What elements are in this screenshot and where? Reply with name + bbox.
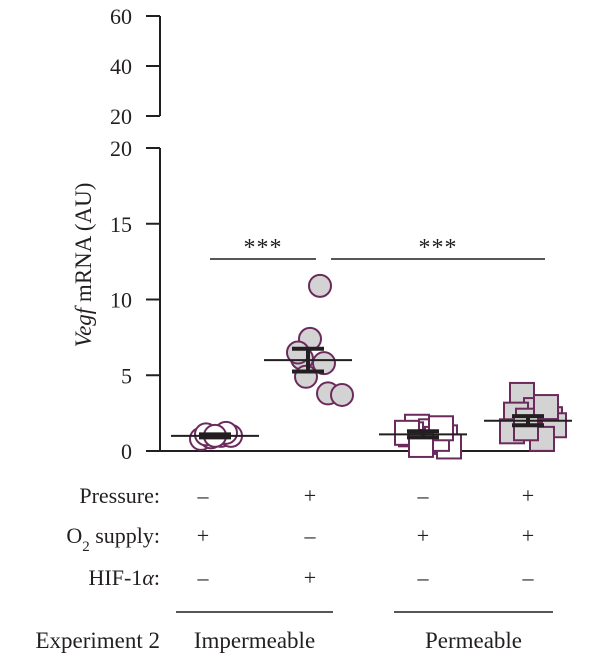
y-axis-label-rest: mRNA (AU) [71, 183, 96, 308]
significance-label: *** [419, 235, 458, 261]
condition-value: + [522, 523, 534, 548]
y-tick-label-lower: 5 [121, 363, 132, 388]
y-tick-label-upper: 20 [110, 104, 132, 129]
group-2-points [286, 273, 354, 407]
condition-value: – [304, 523, 317, 548]
condition-label-prefix: O [66, 523, 82, 548]
condition-value: – [197, 483, 210, 508]
condition-value: + [304, 565, 316, 590]
y-tick-label-lower: 20 [110, 136, 132, 161]
condition-label-text: Pressure: [79, 483, 160, 508]
data-point [330, 382, 354, 407]
condition-value: + [197, 523, 209, 548]
experiment-label: Experiment 2 [35, 628, 160, 653]
condition-label: O2 supply: [66, 523, 160, 555]
condition-label-text: HIF-1 [89, 565, 143, 590]
data-point [308, 273, 332, 298]
condition-label: Pressure: [79, 483, 160, 508]
condition-value: + [304, 483, 316, 508]
y-axis-label: Vegf mRNA (AU) [71, 183, 96, 348]
condition-label: HIF-1α: [89, 565, 160, 590]
group-label: Impermeable [194, 628, 315, 653]
significance-bars: *** *** [210, 235, 545, 261]
y-tick-label-lower: 15 [110, 212, 132, 237]
condition-label-subscript: 2 [82, 539, 90, 555]
group-label: Permeable [425, 628, 522, 653]
data-marks [189, 273, 567, 460]
axes: 20 40 60 0 5 10 15 20 Vegf mRNA (AU) [71, 4, 555, 464]
y-tick-label-lower: 0 [121, 439, 132, 464]
condition-label-italic: α [142, 565, 154, 590]
condition-value: – [197, 565, 210, 590]
y-tick-label-upper: 40 [110, 54, 132, 79]
condition-value: – [417, 565, 430, 590]
data-point [312, 351, 336, 376]
condition-value: – [417, 483, 430, 508]
condition-label-text: supply: [90, 523, 160, 548]
y-tick-label-upper: 60 [110, 4, 132, 29]
condition-table: Pressure: – + – + O2 supply: + – + + HIF-1α: – + – – Im… [35, 483, 553, 653]
condition-label-suffix: : [154, 565, 160, 590]
condition-value: + [522, 483, 534, 508]
y-axis-label-italic: Vegf [71, 304, 96, 347]
condition-value: – [522, 565, 535, 590]
y-tick-label-lower: 10 [110, 288, 132, 313]
condition-value: + [417, 523, 429, 548]
summary-stats [171, 346, 572, 440]
significance-label: *** [244, 235, 283, 261]
